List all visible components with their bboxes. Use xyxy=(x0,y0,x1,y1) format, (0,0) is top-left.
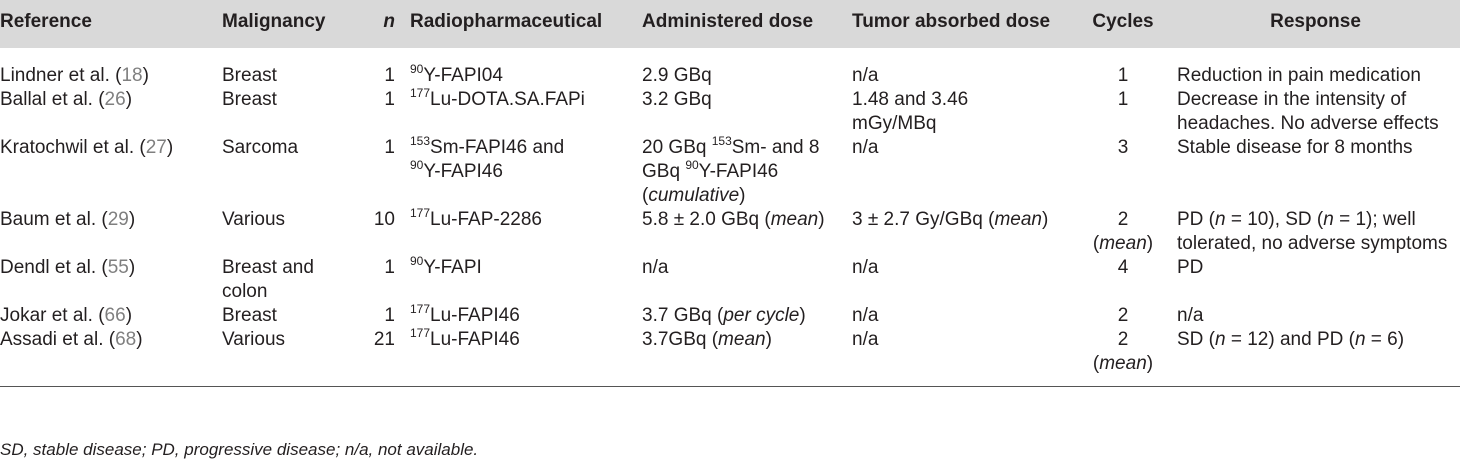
header-response: Response xyxy=(1270,11,1361,32)
cell-cycles: 2 (mean) xyxy=(1092,329,1154,374)
cell-tumor-dose: n/a xyxy=(852,305,879,326)
cell-malignancy: Sarcoma xyxy=(222,137,299,158)
cell-malignancy: Various xyxy=(222,209,286,230)
cell-response: PD (n = 10), SD (n = 1); well tolerated,… xyxy=(1177,209,1448,254)
cell-response: SD (n = 12) and PD (n = 6) xyxy=(1177,329,1405,350)
cell-cycles: 2 (mean) xyxy=(1092,209,1154,254)
cell-n: 1 xyxy=(384,305,395,326)
cell-response: n/a xyxy=(1177,305,1204,326)
citation-link[interactable]: 26 xyxy=(104,89,126,110)
table-row: Kratochwil et al. (27) Sarcoma 1 153Sm-F… xyxy=(0,133,1460,208)
citation-link[interactable]: 55 xyxy=(107,257,129,278)
header-n: n xyxy=(383,11,395,32)
cell-malignancy: Breast xyxy=(222,65,277,86)
cell-reference: Assadi et al. (68) xyxy=(0,329,143,350)
cell-administered-dose: 20 GBq 153Sm- and 8 GBq 90Y-FAPI46 (cumul… xyxy=(642,133,820,206)
cell-response: Decrease in the intensity of headaches. … xyxy=(1177,89,1439,134)
cell-radiopharmaceutical: 90Y-FAPI04 xyxy=(410,61,503,86)
cell-cycles: 2 xyxy=(1117,305,1129,326)
cell-administered-dose: 3.7 GBq (per cycle) xyxy=(642,305,806,326)
cell-administered-dose: 2.9 GBq xyxy=(642,65,712,86)
cell-radiopharmaceutical: 90Y-FAPI xyxy=(410,253,482,278)
cell-n: 1 xyxy=(384,65,395,86)
header-reference: Reference xyxy=(0,11,92,32)
cell-administered-dose: 5.8 ± 2.0 GBq (mean) xyxy=(642,209,825,230)
cell-radiopharmaceutical: 153Sm-FAPI46 and 90Y-FAPI46 xyxy=(410,133,565,182)
cell-administered-dose: n/a xyxy=(642,257,669,278)
cell-n: 1 xyxy=(384,89,395,110)
cell-tumor-dose: n/a xyxy=(852,329,879,350)
header-administered-dose: Administered dose xyxy=(642,11,814,32)
citation-link[interactable]: 68 xyxy=(115,329,137,350)
citation-link[interactable]: 66 xyxy=(104,305,126,326)
cell-n: 1 xyxy=(384,257,395,278)
cell-malignancy: Breast xyxy=(222,89,277,110)
cell-response: Reduction in pain medication xyxy=(1177,65,1421,86)
cell-radiopharmaceutical: 177Lu-FAPI46 xyxy=(410,325,520,350)
citation-link[interactable]: 18 xyxy=(121,65,143,86)
cell-reference: Baum et al. (29) xyxy=(0,209,136,230)
citation-link[interactable]: 29 xyxy=(107,209,129,230)
cell-malignancy: Breast xyxy=(222,305,277,326)
cell-tumor-dose: n/a xyxy=(852,65,879,86)
cell-response: PD xyxy=(1177,257,1204,278)
cell-cycles: 1 xyxy=(1117,65,1129,86)
cell-radiopharmaceutical: 177Lu-FAP-2286 xyxy=(410,205,542,230)
table-row: Dendl et al. (55) Breast and colon 1 90Y… xyxy=(0,253,1460,304)
table-row: Baum et al. (29) Various 10 177Lu-FAP-22… xyxy=(0,205,1460,256)
cell-tumor-dose: n/a xyxy=(852,257,879,278)
header-malignancy: Malignancy xyxy=(222,11,326,32)
cell-administered-dose: 3.7GBq (mean) xyxy=(642,329,772,350)
cell-cycles: 4 xyxy=(1117,257,1129,278)
cell-malignancy: Breast and colon xyxy=(222,257,314,302)
citation-link[interactable]: 27 xyxy=(145,137,167,158)
cell-reference: Lindner et al. (18) xyxy=(0,65,149,86)
header-radiopharmaceutical: Radiopharmaceutical xyxy=(410,11,603,32)
table-row: Jokar et al. (66) Breast 1 177Lu-FAPI46 … xyxy=(0,301,1460,328)
cell-n: 10 xyxy=(373,209,395,230)
cell-n: 21 xyxy=(373,329,395,350)
header-tumor-absorbed-dose: Tumor absorbed dose xyxy=(852,11,1051,32)
cell-reference: Jokar et al. (66) xyxy=(0,305,133,326)
cell-tumor-dose: n/a xyxy=(852,137,879,158)
cell-reference: Kratochwil et al. (27) xyxy=(0,137,174,158)
cell-radiopharmaceutical: 177Lu-DOTA.SA.FAPi xyxy=(410,85,585,110)
cell-reference: Ballal et al. (26) xyxy=(0,89,133,110)
cell-tumor-dose: 3 ± 2.7 Gy/GBq (mean) xyxy=(852,209,1049,230)
table-row: Ballal et al. (26) Breast 1 177Lu-DOTA.S… xyxy=(0,85,1460,136)
cell-n: 1 xyxy=(384,137,395,158)
cell-cycles: 3 xyxy=(1117,137,1129,158)
cell-tumor-dose: 1.48 and 3.46 mGy/MBq xyxy=(852,89,969,134)
table-footnote: SD, stable disease; PD, progressive dise… xyxy=(0,440,479,459)
cell-response: Stable disease for 8 months xyxy=(1177,137,1413,158)
cell-malignancy: Various xyxy=(222,329,286,350)
table-row: Lindner et al. (18) Breast 1 90Y-FAPI04 … xyxy=(0,48,1460,88)
table-row: Assadi et al. (68) Various 21 177Lu-FAPI… xyxy=(0,325,1460,387)
cell-radiopharmaceutical: 177Lu-FAPI46 xyxy=(410,301,520,326)
cell-cycles: 1 xyxy=(1117,89,1129,110)
header-row: Reference Malignancy n Radiopharmaceutic… xyxy=(0,0,1460,48)
header-cycles: Cycles xyxy=(1092,11,1154,32)
cell-reference: Dendl et al. (55) xyxy=(0,257,136,278)
data-table: Reference Malignancy n Radiopharmaceutic… xyxy=(0,0,1460,387)
cell-administered-dose: 3.2 GBq xyxy=(642,89,712,110)
